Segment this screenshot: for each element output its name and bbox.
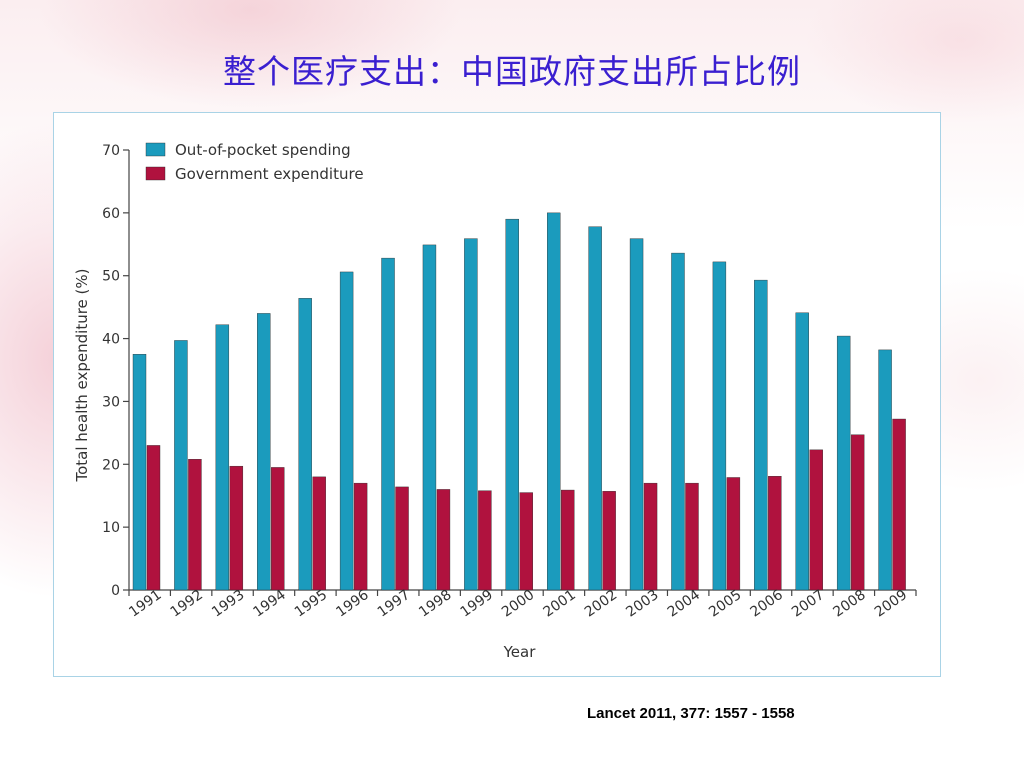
x-tick-label: 1999 <box>458 587 496 621</box>
x-tick-label: 2009 <box>872 587 910 621</box>
government-bar <box>436 489 451 591</box>
x-tick-label: 1995 <box>292 587 330 621</box>
y-tick-label: 40 <box>102 332 120 348</box>
government-bar <box>850 434 865 591</box>
out-of-pocket-bar <box>629 238 644 591</box>
out-of-pocket-bar <box>878 349 892 591</box>
out-of-pocket-bar <box>836 335 851 591</box>
x-tick-label: 2005 <box>706 587 744 621</box>
out-of-pocket-bar <box>174 340 188 591</box>
government-bar <box>685 482 699 591</box>
y-tick-label: 70 <box>102 143 120 159</box>
legend-label: Out-of-pocket spending <box>175 141 351 159</box>
government-bar <box>229 465 244 591</box>
government-bar <box>768 476 782 591</box>
government-bar <box>312 476 326 591</box>
out-of-pocket-bar <box>257 313 271 591</box>
x-tick-label: 1991 <box>126 587 164 621</box>
out-of-pocket-bar <box>215 324 230 591</box>
x-tick-label: 2006 <box>748 587 786 621</box>
government-bar <box>353 482 368 591</box>
government-bar <box>478 490 492 591</box>
y-tick-label: 30 <box>102 394 120 410</box>
x-tick-label: 1992 <box>168 587 206 621</box>
x-tick-label: 2007 <box>789 587 827 621</box>
x-tick-label: 1994 <box>250 587 288 621</box>
x-tick-label: 1998 <box>416 587 454 621</box>
y-axis-title: Total health expenditure (%) <box>73 268 91 482</box>
out-of-pocket-bar <box>298 298 312 591</box>
out-of-pocket-bar <box>754 279 768 591</box>
x-tick-label: 2003 <box>623 587 661 621</box>
y-tick-label: 0 <box>111 583 120 599</box>
x-tick-label: 2001 <box>540 587 578 621</box>
government-bar <box>188 459 202 591</box>
government-bar <box>809 449 823 591</box>
out-of-pocket-bar <box>464 238 478 591</box>
x-tick-label: 2004 <box>665 587 703 621</box>
x-axis-title: Year <box>503 643 537 661</box>
government-bar <box>643 482 658 591</box>
government-bar <box>519 492 533 591</box>
x-tick-label: 2000 <box>499 587 537 621</box>
legend-swatch <box>145 166 166 181</box>
government-bar <box>271 467 285 591</box>
out-of-pocket-bar <box>505 218 519 591</box>
chart-bars <box>132 212 906 591</box>
citation: Lancet 2011, 377: 1557 - 1558 <box>587 705 795 722</box>
legend-swatch <box>145 142 166 157</box>
government-bar <box>146 445 161 591</box>
out-of-pocket-bar <box>132 354 147 591</box>
out-of-pocket-bar <box>547 212 561 591</box>
y-tick-label: 20 <box>102 457 120 473</box>
x-tick-label: 1996 <box>333 587 371 621</box>
x-tick-label: 2008 <box>830 587 868 621</box>
out-of-pocket-bar <box>422 244 437 591</box>
government-bar <box>602 491 616 591</box>
out-of-pocket-bar <box>712 261 727 591</box>
out-of-pocket-bar <box>795 312 809 591</box>
chart-frame: 0 10 20 30 40 50 60 70 1991 1992 1993 1994 1995 1996 1… <box>53 112 941 677</box>
government-bar <box>395 486 409 591</box>
x-tick-label: 1997 <box>375 587 413 621</box>
x-tick-label: 2002 <box>582 587 620 621</box>
out-of-pocket-bar <box>339 271 354 591</box>
y-tick-label: 50 <box>102 269 120 285</box>
y-tick-label: 60 <box>102 206 120 222</box>
out-of-pocket-bar <box>381 257 395 591</box>
y-tick-label: 10 <box>102 520 120 536</box>
chart-legend: Out-of-pocket spending Government expendi… <box>145 141 364 183</box>
government-bar <box>892 418 906 591</box>
out-of-pocket-bar <box>671 252 685 591</box>
government-bar <box>726 477 741 591</box>
out-of-pocket-bar <box>588 226 602 591</box>
government-bar <box>561 489 575 591</box>
slide-title: 整个医疗支出：中国政府支出所占比例 <box>223 52 801 91</box>
x-tick-label: 1993 <box>209 587 247 621</box>
legend-label: Government expenditure <box>175 165 364 183</box>
